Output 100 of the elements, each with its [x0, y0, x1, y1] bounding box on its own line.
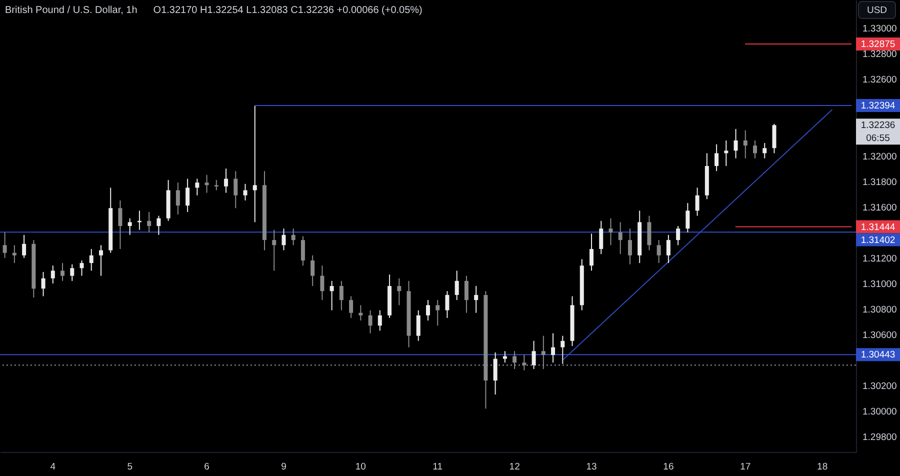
candlestick [724, 140, 728, 166]
y-tick-label: 1.30200 [862, 381, 897, 392]
candlestick [272, 229, 276, 272]
y-tick-label: 1.30600 [862, 330, 897, 342]
y-tick-label: 1.31600 [862, 202, 897, 214]
candlestick [378, 310, 382, 332]
y-tick-label: 1.32000 [862, 151, 897, 162]
candlestick [445, 290, 450, 318]
y-tick-label: 1.31800 [862, 176, 897, 188]
candlestick [397, 278, 402, 306]
candlestick [224, 168, 228, 194]
y-tick-label: 1.32800 [862, 49, 897, 60]
x-tick-label: 4 [50, 462, 56, 472]
y-tick-label: 1.30800 [862, 304, 897, 316]
candlestick [676, 226, 680, 246]
candlestick [118, 200, 122, 250]
candlestick [243, 183, 248, 201]
candlestick [89, 248, 94, 272]
y-tick-label: 1.31000 [862, 278, 897, 290]
ref-line-label: 1.30443 [860, 350, 896, 361]
candlestick [599, 220, 604, 255]
candlestick [358, 304, 363, 321]
candlestick [502, 350, 507, 364]
candlestick [50, 265, 55, 284]
candlestick [195, 178, 200, 196]
candlestick [647, 215, 652, 251]
x-tick-label: 6 [204, 462, 210, 472]
candlestick [368, 310, 372, 334]
candlestick [156, 215, 161, 236]
ref-line-label: 1.31402 [860, 234, 896, 246]
candlestick [541, 335, 546, 370]
candlestick [656, 240, 661, 264]
candlestick [714, 144, 719, 172]
chart-subtitle: O1.32170 H1.32254 L1.32083 C1.32236 +0.00066 (+0.05%) [153, 5, 422, 16]
candlestick [12, 244, 16, 264]
candlestick [349, 296, 354, 318]
text: 1.32236 [860, 120, 896, 132]
y-tick-label: 1.33000 [862, 24, 897, 35]
candlestick [41, 271, 46, 297]
y-tick-label: 1.30000 [862, 406, 897, 418]
candlestick [512, 350, 517, 370]
x-tick-label: 12 [509, 462, 520, 472]
y-tick-label: 1.31200 [862, 253, 897, 264]
candlestick [214, 180, 218, 191]
candlestick [2, 232, 7, 258]
candlestick [762, 142, 767, 159]
candlestick [234, 170, 238, 209]
data-label: 1.32394 [860, 100, 896, 112]
candlestick [70, 264, 74, 282]
candlestick [204, 174, 209, 194]
candlestick [628, 228, 632, 265]
candlestick [532, 340, 536, 370]
candlestick [474, 286, 478, 314]
candlestick [330, 280, 334, 311]
candlestick [734, 128, 738, 159]
x-tick-label: 18 [817, 462, 828, 472]
candlestick [522, 354, 526, 371]
candlestick [60, 262, 65, 282]
candlestick [743, 130, 748, 159]
candlestick [291, 228, 296, 246]
candlestick [300, 236, 305, 266]
data-label: 1.31444 [860, 222, 896, 233]
candlestick [454, 270, 459, 301]
candlestick [695, 187, 700, 216]
x-tick-label: 10 [355, 462, 366, 472]
chart-title: British Pound / U.S. Dollar, 1h [5, 5, 138, 16]
candlestick [772, 123, 776, 154]
x-tick-label: 13 [586, 462, 597, 472]
x-tick-label: 9 [281, 462, 286, 472]
candlestick [560, 335, 565, 364]
candlestick [753, 140, 758, 159]
candlestick [310, 254, 315, 287]
y-tick-label: 1.29800 [862, 432, 897, 444]
x-tick-label: 5 [127, 462, 132, 472]
candlestick [147, 211, 152, 233]
candlestick [186, 178, 190, 212]
candlestick [551, 332, 556, 364]
candlestick [320, 265, 324, 301]
candlestick [618, 222, 622, 255]
candlestick [80, 260, 84, 276]
candlestick [464, 275, 468, 314]
candlestick [339, 280, 344, 311]
text: 06:55 [866, 133, 890, 144]
x-tick-label: 11 [432, 462, 443, 472]
currency-button: USD [858, 1, 896, 19]
candlestick [436, 300, 440, 326]
data-label: 1.32875 [860, 39, 896, 50]
candlestick [686, 202, 690, 233]
candlestick [493, 352, 498, 396]
candlestick [128, 218, 132, 236]
x-tick-label: 16 [663, 462, 674, 472]
candlestick [22, 234, 26, 258]
candlestick [176, 182, 180, 216]
candlestick [98, 244, 103, 276]
candlestick [426, 300, 430, 321]
candlestick [416, 310, 420, 342]
candlestick [282, 228, 286, 251]
candlestick [608, 218, 613, 246]
candlestick [590, 233, 594, 272]
y-tick-label: 1.32600 [862, 74, 897, 86]
